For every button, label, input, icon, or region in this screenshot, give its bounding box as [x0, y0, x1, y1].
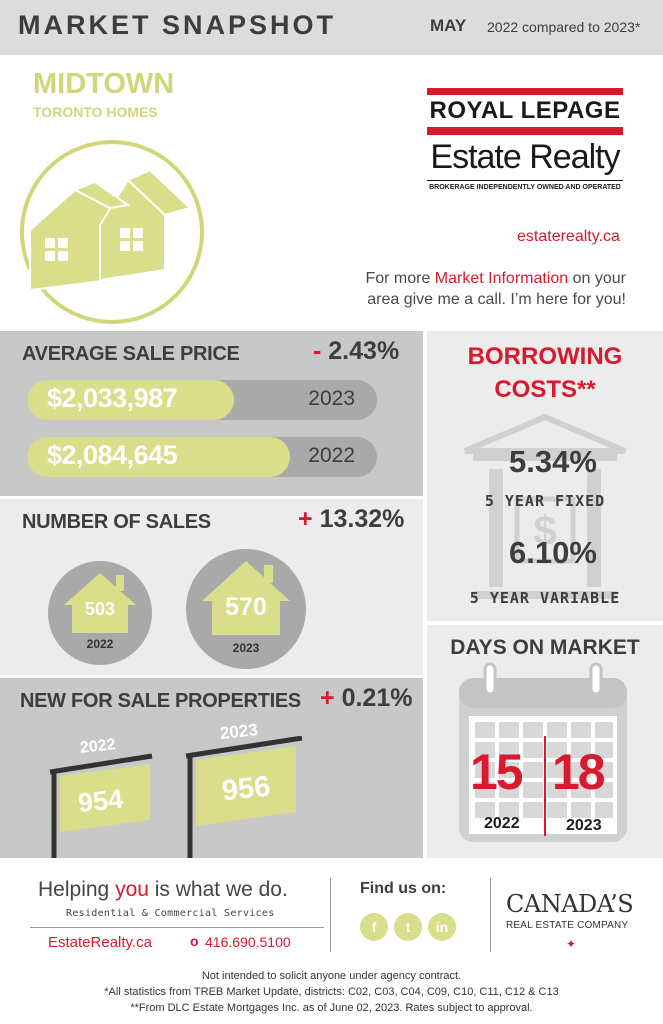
price-bar-2022: $2,084,645 2022 [27, 437, 377, 477]
house-icon [186, 549, 306, 669]
maple-leaf-icon: ✦ [566, 937, 577, 951]
page-title: MARKET SNAPSHOT [18, 10, 337, 40]
company-tagline: REAL ESTATE COMPANY [506, 920, 629, 931]
house-icon [48, 561, 152, 665]
new-listings-panel: NEW FOR SALE PROPERTIES + 0.21% 2022 954… [0, 678, 423, 858]
footer-divider [30, 927, 324, 928]
twitter-icon[interactable]: t [394, 913, 422, 941]
linkedin-icon[interactable]: in [428, 913, 456, 941]
price-bar-fill [27, 437, 290, 477]
average-price-panel: AVERAGE SALE PRICE - 2.43% $2,033,987 20… [0, 331, 423, 496]
logo-line3: BROKERAGE INDEPENDENTLY OWNED AND OPERAT… [429, 184, 621, 191]
facebook-icon[interactable]: f [360, 913, 388, 941]
price-year: 2022 [308, 444, 355, 467]
price-bar-fill [27, 380, 234, 420]
footer-divider [330, 878, 331, 952]
houses-icon [20, 140, 204, 324]
area-name: MIDTOWN [33, 68, 175, 100]
sales-value: 570 [225, 593, 267, 621]
days-year: 2022 [484, 815, 520, 832]
for-sale-sign-icon [185, 736, 303, 858]
info-pre: For more [365, 270, 435, 287]
sales-title: NUMBER OF SALES [22, 511, 211, 533]
variable-rate: 6.10% [509, 535, 597, 570]
phone-number[interactable]: 416.690.5100 [205, 934, 291, 950]
days-value: 18 [552, 744, 606, 800]
sales-year: 2023 [232, 641, 260, 655]
website-link[interactable]: estaterealty.ca [517, 228, 620, 245]
disclaimer-1: Not intended to solicit anyone under age… [201, 970, 462, 982]
brokerage-logo: ROYAL LEPAGE Estate Realty BROKERAGE IND… [427, 88, 623, 202]
sales-value: 503 [84, 599, 116, 619]
price-year: 2023 [308, 387, 355, 410]
tagline-post: is what we do. [148, 878, 288, 901]
tagline: Helping you is what we do. [38, 878, 288, 902]
average-price-change: - 2.43% [313, 337, 399, 366]
footer-divider [490, 878, 491, 952]
price-value: $2,084,645 [47, 440, 178, 470]
fixed-rate-label: 5 YEAR FIXED [484, 492, 606, 510]
info-highlight: Market Information [434, 270, 569, 287]
days-value: 15 [470, 744, 524, 800]
change-value: 0.21% [341, 684, 413, 712]
borrowing-title-line1: BORROWING [467, 343, 623, 370]
header-bar [0, 0, 663, 55]
company-name: CANADA’S [506, 890, 634, 918]
info-line2: area give me a call. I’m here for you! [367, 291, 626, 308]
new-listings-title: NEW FOR SALE PROPERTIES [20, 690, 301, 712]
days-year: 2023 [566, 817, 602, 834]
tagline-highlight: you [115, 878, 149, 901]
change-sign: + [298, 505, 313, 533]
fixed-rate: 5.34% [509, 444, 597, 479]
calendar-icon [459, 662, 627, 842]
find-us-label: Find us on: [360, 880, 447, 897]
info-text: For more Market Information on your area… [330, 268, 626, 310]
days-on-market-title: DAYS ON MARKET [450, 636, 640, 659]
variable-rate-label: 5 YEAR VARIABLE [469, 589, 621, 607]
new-listings-value: 956 [220, 770, 272, 808]
average-price-title: AVERAGE SALE PRICE [22, 343, 240, 365]
for-sale-sign-icon [49, 753, 153, 858]
disclaimer-3: **From DLC Estate Mortgages Inc. as of J… [130, 1002, 533, 1014]
disclaimer-2: *All statistics from TREB Market Update,… [104, 986, 559, 998]
tagline-pre: Helping [38, 878, 116, 901]
logo-line1: ROYAL LEPAGE [427, 95, 623, 127]
comparison-note: 2022 compared to 2023* [487, 19, 641, 35]
report-month: MAY [430, 16, 467, 35]
new-listings-year: 2022 [79, 736, 117, 757]
svg-text:$: $ [533, 507, 556, 554]
sales-change: + 13.32% [298, 505, 404, 534]
borrowing-title: BORROWING COSTS** [427, 340, 663, 406]
change-sign: + [320, 684, 335, 712]
sales-panel: NUMBER OF SALES + 13.32% 503 2022 570 20… [0, 499, 423, 675]
area-subtitle: TORONTO HOMES [33, 104, 158, 120]
change-value: 13.32% [319, 505, 405, 533]
new-listings-value: 954 [76, 783, 125, 819]
new-listings-year: 2023 [219, 720, 259, 743]
price-value: $2,033,987 [47, 383, 178, 413]
logo-line2: Estate Realty [430, 138, 620, 176]
borrowing-panel: $ [427, 331, 663, 621]
bank-icon: $ [463, 413, 627, 599]
borrowing-title-line2: COSTS** [494, 376, 596, 403]
info-post: on your [568, 270, 626, 287]
footer-website-link[interactable]: EstateRealty.ca [48, 934, 152, 951]
price-bar-2023: $2,033,987 2023 [27, 380, 377, 420]
services-text: Residential & Commercial Services [66, 908, 275, 919]
sales-year: 2022 [86, 637, 114, 651]
new-listings-change: + 0.21% [320, 684, 412, 713]
phone-bullet: o [190, 933, 199, 949]
change-value: 2.43% [328, 337, 400, 365]
change-sign: - [313, 337, 322, 365]
